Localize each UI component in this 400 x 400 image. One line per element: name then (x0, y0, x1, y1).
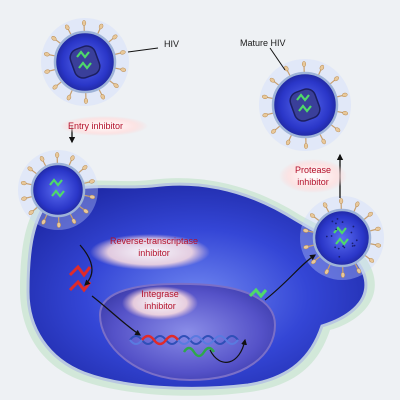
label-rt-inhibitor-line2: inhibitor (98, 248, 210, 259)
label-mature-hiv: Mature HIV (240, 38, 286, 49)
label-entry-inhibitor: Entry inhibitor (68, 121, 123, 132)
mature-hiv-virion (259, 59, 351, 151)
entering-virion (18, 150, 98, 230)
label-protease-line1: Protease (286, 165, 340, 176)
label-integrase-line1: Integrase (128, 289, 192, 300)
label-protease-line2: inhibitor (286, 177, 340, 188)
label-integrase-line2: inhibitor (128, 301, 192, 312)
hiv-virion (41, 18, 129, 106)
label-hiv: HIV (164, 39, 179, 50)
budding-virion (300, 196, 384, 280)
label-rt-inhibitor-line1: Reverse-transcriptase (98, 236, 210, 247)
